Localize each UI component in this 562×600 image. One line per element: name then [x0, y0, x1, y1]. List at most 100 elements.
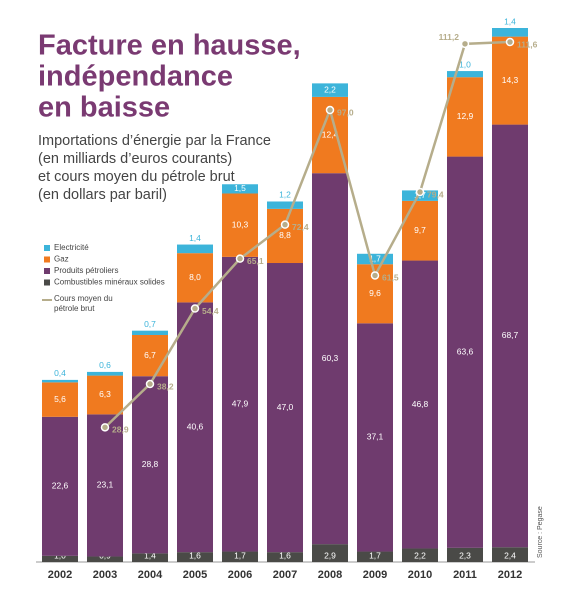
value-label: 14,3: [502, 75, 519, 85]
subtitle-line: (en milliards d’euros courants): [38, 151, 232, 167]
value-label: 5,6: [54, 394, 66, 404]
value-label: 40,6: [187, 422, 204, 432]
bar-segment: [222, 184, 258, 194]
bar-segment: [177, 552, 213, 562]
x-tick-label: 2011: [453, 569, 477, 581]
value-label: 8,8: [279, 230, 291, 240]
title-line: indépendance: [38, 61, 233, 93]
line-marker: [190, 304, 200, 313]
bar-segment: [357, 551, 393, 562]
value-label: 2,9: [324, 550, 336, 560]
line-marker: [280, 220, 290, 229]
bar-segment: [447, 156, 483, 548]
legend-label: Cours moyen du pétrole brut: [54, 294, 113, 313]
x-tick-label: 2002: [48, 569, 72, 581]
value-label: 37,1: [367, 432, 384, 442]
legend-swatch: [44, 245, 50, 251]
value-label: 47,9: [232, 398, 249, 408]
bar-segment: [132, 553, 168, 562]
bar-segment: [492, 547, 528, 562]
bar-segment: [492, 124, 528, 548]
line-value-label: 65,1: [247, 256, 264, 266]
bar-segment: [447, 77, 483, 157]
line-marker: [325, 105, 335, 115]
value-label: 9,6: [369, 288, 381, 298]
bar-segment: [492, 28, 528, 37]
value-label: 12,4: [322, 129, 339, 139]
bar-segment: [447, 547, 483, 562]
value-label: 1,6: [189, 550, 201, 560]
bar-segment: [42, 382, 78, 417]
value-label: 1,2: [279, 190, 291, 200]
bar-segment: [312, 544, 348, 562]
value-label: 2,4: [504, 550, 516, 560]
x-tick-label: 2006: [228, 569, 252, 581]
bar-segment: [132, 376, 168, 554]
line-value-label: 28,9: [112, 425, 129, 435]
bar-segment: [312, 83, 348, 97]
title-line: en baisse: [38, 92, 170, 124]
value-label: 63,6: [457, 346, 474, 356]
bar-segment: [222, 256, 258, 552]
value-label: 46,8: [412, 399, 429, 409]
legend-label: Electricité: [54, 243, 89, 252]
bar-segment: [42, 416, 78, 556]
line-value-label: 61,5: [382, 273, 399, 283]
bar-segment: [42, 555, 78, 562]
value-label: 0,4: [54, 368, 66, 378]
bar-segment: [402, 548, 438, 562]
bar-segment: [402, 200, 438, 261]
value-label: 1,6: [279, 550, 291, 560]
line-marker: [145, 379, 155, 389]
value-label: 1,7: [234, 550, 246, 560]
line-value-label: 54,4: [202, 306, 219, 316]
value-label: 12,9: [457, 111, 474, 121]
x-tick-label: 2007: [273, 569, 297, 581]
bar-segment: [177, 244, 213, 254]
value-label: 1,0: [459, 59, 471, 69]
legend-label: Gaz: [54, 255, 69, 264]
value-label: 68,7: [502, 330, 519, 340]
subtitle-line: Importations d’énergie par la France: [38, 133, 271, 149]
value-label: 1,7: [369, 253, 381, 263]
value-label: 9,7: [414, 225, 426, 235]
bar-segment: [177, 302, 213, 553]
x-tick-label: 2010: [408, 569, 432, 581]
bar-segment: [357, 253, 393, 265]
bar-segment: [132, 334, 168, 377]
line: [104, 40, 511, 429]
value-label: 1,4: [144, 550, 156, 560]
source: Source : Pegase: [537, 506, 544, 558]
value-label: 8,0: [189, 272, 201, 282]
value-label: 28,8: [142, 459, 159, 469]
legend-swatch: [44, 279, 50, 286]
value-label: 1,7: [369, 550, 381, 560]
bar-segment: [402, 260, 438, 549]
line-marker: [415, 187, 425, 197]
line-value-label: 79,4: [427, 189, 444, 199]
subtitle-line: (en dollars par baril): [38, 187, 167, 203]
bar-segment: [312, 173, 348, 545]
line-marker: [235, 254, 245, 263]
x-tick-label: 2004: [138, 569, 163, 581]
line-value-label: 38,2: [157, 381, 174, 391]
line-marker: [370, 271, 380, 280]
x-tick-label: 2012: [498, 569, 522, 581]
bar-segment: [222, 551, 258, 562]
value-label: 2,3: [459, 550, 471, 560]
bar-segment: [267, 201, 303, 209]
bar-segment: [492, 36, 528, 125]
bar-segment: [42, 379, 78, 383]
bar-segment: [447, 71, 483, 78]
bar-segment: [267, 208, 303, 264]
bar-segment: [267, 552, 303, 562]
value-label: 23,1: [97, 480, 114, 490]
line-value-label: 111,6: [517, 39, 538, 49]
x-tick-label: 2008: [318, 569, 342, 581]
line-marker: [460, 39, 470, 49]
legend-swatch: [44, 268, 50, 274]
value-label: 1,4: [189, 233, 201, 243]
subtitle-line: et cours moyen du pétrole brut: [38, 169, 235, 185]
